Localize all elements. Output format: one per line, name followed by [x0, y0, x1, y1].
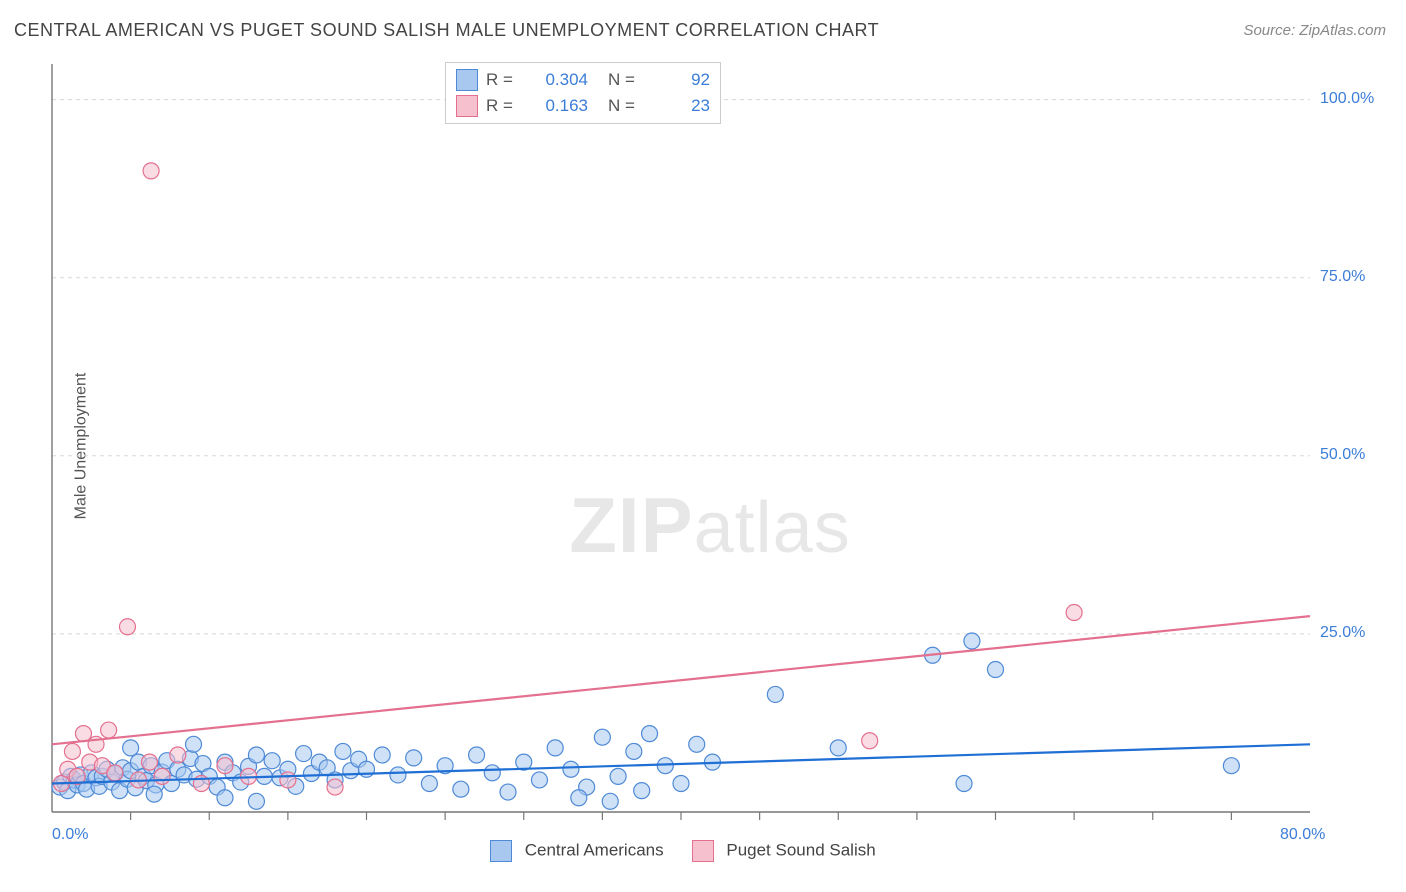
y-tick-label: 75.0% — [1320, 268, 1365, 286]
legend-item: Central Americans — [490, 840, 664, 862]
x-tick-label: 80.0% — [1280, 826, 1325, 844]
series-legend: Central Americans Puget Sound Salish — [490, 840, 876, 862]
y-tick-label: 50.0% — [1320, 446, 1365, 464]
legend-row: R = 0.163 N = 23 — [456, 93, 710, 119]
y-tick-label: 25.0% — [1320, 624, 1365, 642]
plot-area: ZIPatlas — [50, 60, 1370, 830]
legend-swatch — [456, 95, 478, 117]
legend-row: R = 0.304 N = 92 — [456, 67, 710, 93]
legend-swatch — [456, 69, 478, 91]
chart-title: CENTRAL AMERICAN VS PUGET SOUND SALISH M… — [14, 20, 879, 41]
y-tick-label: 100.0% — [1320, 90, 1374, 108]
correlation-legend: R = 0.304 N = 92 R = 0.163 N = 23 — [445, 62, 721, 124]
scatter-chart — [50, 60, 1370, 830]
x-tick-label: 0.0% — [52, 826, 88, 844]
source-attribution: Source: ZipAtlas.com — [1243, 22, 1386, 39]
legend-swatch — [490, 840, 512, 862]
legend-item: Puget Sound Salish — [692, 840, 876, 862]
legend-swatch — [692, 840, 714, 862]
